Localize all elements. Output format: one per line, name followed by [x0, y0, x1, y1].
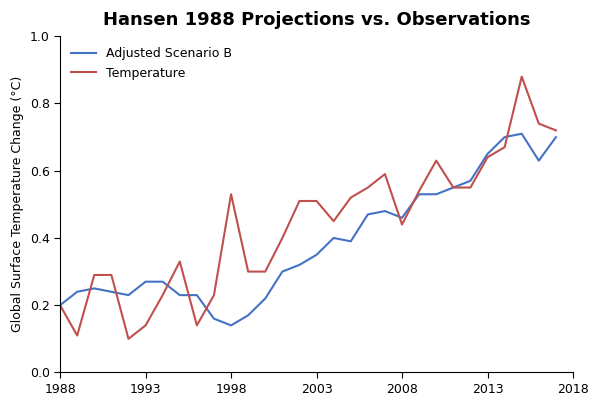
- Temperature: [176, 259, 184, 264]
- Adjusted Scenario B: [193, 293, 200, 298]
- Adjusted Scenario B: [433, 192, 440, 197]
- Temperature: [416, 188, 423, 193]
- Temperature: [467, 185, 474, 190]
- Adjusted Scenario B: [227, 323, 235, 328]
- Adjusted Scenario B: [142, 279, 149, 284]
- Adjusted Scenario B: [416, 192, 423, 197]
- Adjusted Scenario B: [347, 239, 355, 244]
- Temperature: [279, 236, 286, 241]
- Temperature: [330, 219, 337, 223]
- Adjusted Scenario B: [296, 263, 303, 267]
- Temperature: [450, 185, 457, 190]
- Temperature: [313, 199, 320, 204]
- Adjusted Scenario B: [279, 269, 286, 274]
- Temperature: [501, 145, 508, 150]
- Line: Adjusted Scenario B: Adjusted Scenario B: [60, 134, 556, 326]
- Temperature: [245, 269, 252, 274]
- Adjusted Scenario B: [108, 289, 115, 294]
- Temperature: [553, 128, 560, 133]
- Temperature: [91, 273, 98, 278]
- Adjusted Scenario B: [245, 313, 252, 318]
- Adjusted Scenario B: [518, 131, 526, 136]
- Temperature: [347, 195, 355, 200]
- Adjusted Scenario B: [159, 279, 166, 284]
- Temperature: [433, 158, 440, 163]
- Adjusted Scenario B: [74, 289, 81, 294]
- Temperature: [211, 293, 218, 298]
- Adjusted Scenario B: [467, 178, 474, 183]
- Adjusted Scenario B: [176, 293, 184, 298]
- Adjusted Scenario B: [330, 236, 337, 241]
- Adjusted Scenario B: [501, 135, 508, 140]
- Adjusted Scenario B: [398, 215, 406, 220]
- Temperature: [398, 222, 406, 227]
- Adjusted Scenario B: [125, 293, 132, 298]
- Temperature: [108, 273, 115, 278]
- Temperature: [535, 121, 542, 126]
- Line: Temperature: Temperature: [60, 77, 556, 339]
- Temperature: [159, 293, 166, 298]
- Legend: Adjusted Scenario B, Temperature: Adjusted Scenario B, Temperature: [67, 42, 238, 85]
- Temperature: [125, 337, 132, 341]
- Temperature: [142, 323, 149, 328]
- Temperature: [364, 185, 371, 190]
- Temperature: [74, 333, 81, 338]
- Adjusted Scenario B: [364, 212, 371, 217]
- Temperature: [382, 172, 389, 177]
- Temperature: [262, 269, 269, 274]
- Temperature: [296, 199, 303, 204]
- Adjusted Scenario B: [535, 158, 542, 163]
- Adjusted Scenario B: [91, 286, 98, 291]
- Adjusted Scenario B: [450, 185, 457, 190]
- Adjusted Scenario B: [484, 151, 491, 156]
- Y-axis label: Global Surface Temperature Change (°C): Global Surface Temperature Change (°C): [11, 76, 24, 333]
- Adjusted Scenario B: [262, 296, 269, 301]
- Adjusted Scenario B: [382, 209, 389, 214]
- Adjusted Scenario B: [313, 252, 320, 257]
- Adjusted Scenario B: [56, 303, 64, 308]
- Temperature: [193, 323, 200, 328]
- Title: Hansen 1988 Projections vs. Observations: Hansen 1988 Projections vs. Observations: [103, 11, 530, 29]
- Adjusted Scenario B: [553, 135, 560, 140]
- Temperature: [227, 192, 235, 197]
- Temperature: [484, 155, 491, 160]
- Temperature: [56, 303, 64, 308]
- Adjusted Scenario B: [211, 316, 218, 321]
- Temperature: [518, 74, 526, 79]
